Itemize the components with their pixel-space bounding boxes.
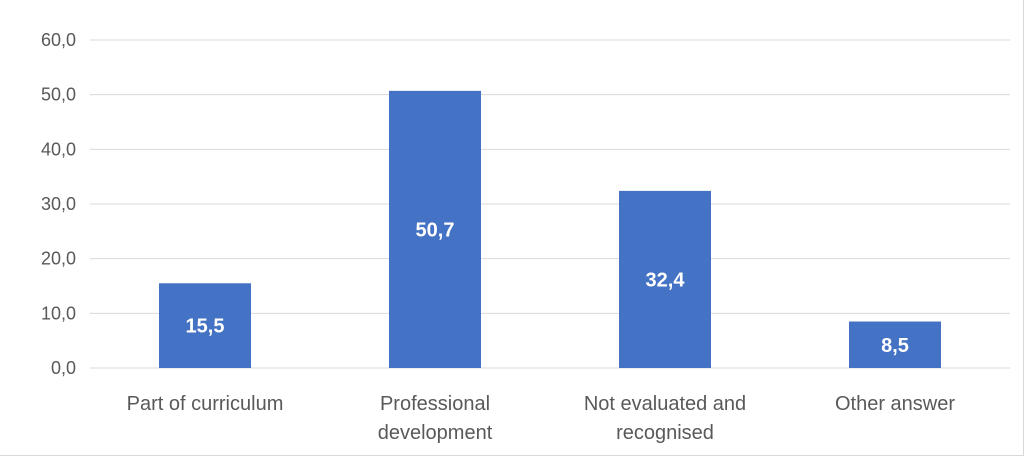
y-tick-label: 10,0: [41, 303, 76, 323]
category-label-line: Part of curriculum: [127, 393, 284, 415]
data-label: 50,7: [416, 219, 455, 241]
category-label: Other answer: [835, 393, 955, 415]
y-tick-label: 20,0: [41, 249, 76, 269]
category-label: Not evaluated and recognised: [584, 393, 746, 444]
x-axis-category-labels: Part of curriculum Professional developmen…: [127, 393, 956, 444]
category-label-line: Professional: [380, 393, 490, 415]
category-label: Professional development: [378, 393, 493, 444]
y-tick-label: 60,0: [41, 30, 76, 50]
category-label-line: recognised: [616, 422, 714, 444]
category-label: Part of curriculum: [127, 393, 284, 415]
data-labels: 15,5 50,7 32,4 8,5: [186, 219, 909, 356]
bars: [159, 90, 941, 368]
data-label: 32,4: [646, 269, 686, 291]
category-label-line: Other answer: [835, 393, 955, 415]
bar: [619, 190, 711, 368]
bar: [849, 321, 941, 368]
y-tick-label: 50,0: [41, 85, 76, 105]
data-label: 8,5: [881, 335, 909, 357]
category-label-line: development: [378, 422, 493, 444]
y-axis-tick-labels: 0,0 10,0 20,0 30,0 40,0 50,0 60,0: [41, 30, 76, 378]
y-tick-label: 40,0: [41, 139, 76, 159]
category-label-line: Not evaluated and: [584, 393, 746, 415]
y-tick-label: 0,0: [51, 358, 76, 378]
bar: [159, 283, 251, 368]
bar: [389, 90, 481, 368]
y-tick-label: 30,0: [41, 194, 76, 214]
data-label: 15,5: [186, 316, 225, 338]
